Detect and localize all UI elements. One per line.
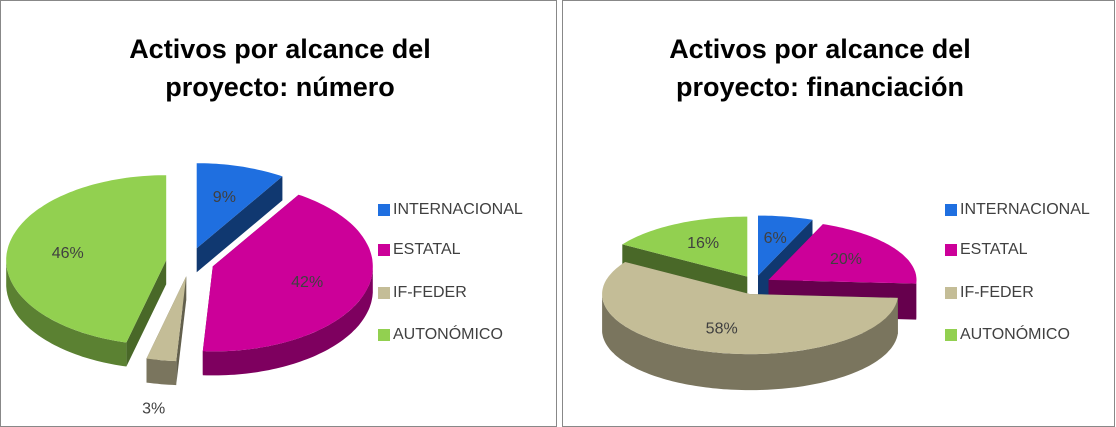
data-label: 20% xyxy=(830,251,862,268)
slice xyxy=(602,262,898,355)
slice xyxy=(6,175,167,343)
slice xyxy=(146,276,187,362)
legend-label: ESTATAL xyxy=(960,241,1028,258)
legend-label: ESTATAL xyxy=(393,241,461,258)
legend-swatch xyxy=(945,204,957,216)
legend-swatch xyxy=(378,329,390,341)
legend-swatch xyxy=(945,329,957,341)
slice-side xyxy=(6,260,127,367)
legend-label: INTERNACIONAL xyxy=(960,201,1090,218)
chart-title: Activos por alcance del proyecto: número xyxy=(129,34,431,102)
slice xyxy=(758,215,813,276)
slice xyxy=(768,224,917,284)
data-label: 46% xyxy=(52,245,84,262)
data-label: 42% xyxy=(291,274,323,291)
slice-side xyxy=(202,266,373,376)
legend-label: INTERNACIONAL xyxy=(393,201,523,218)
data-label: 16% xyxy=(687,235,719,252)
legend-label: IF-FEDER xyxy=(393,284,467,301)
legend-label: AUTONÓMICO xyxy=(960,324,1070,343)
data-label: 6% xyxy=(764,230,787,247)
legend-swatch xyxy=(945,287,957,299)
legend-swatch xyxy=(378,287,390,299)
data-label: 3% xyxy=(142,401,165,418)
slice xyxy=(622,216,748,277)
data-label: 9% xyxy=(213,189,236,206)
slice-side xyxy=(602,294,898,391)
slice-wall xyxy=(196,176,283,273)
slice xyxy=(196,163,283,249)
legend-swatch xyxy=(945,244,957,256)
slice xyxy=(202,194,373,352)
legend-swatch xyxy=(378,204,390,216)
legend-swatch xyxy=(378,244,390,256)
data-label: 58% xyxy=(706,321,738,338)
slice-wall xyxy=(126,260,167,367)
chart-title: Activos por alcance del proyecto: financ… xyxy=(669,34,971,102)
legend-label: IF-FEDER xyxy=(960,284,1034,301)
slice-side xyxy=(146,358,177,386)
legend-label: AUTONÓMICO xyxy=(393,324,503,343)
